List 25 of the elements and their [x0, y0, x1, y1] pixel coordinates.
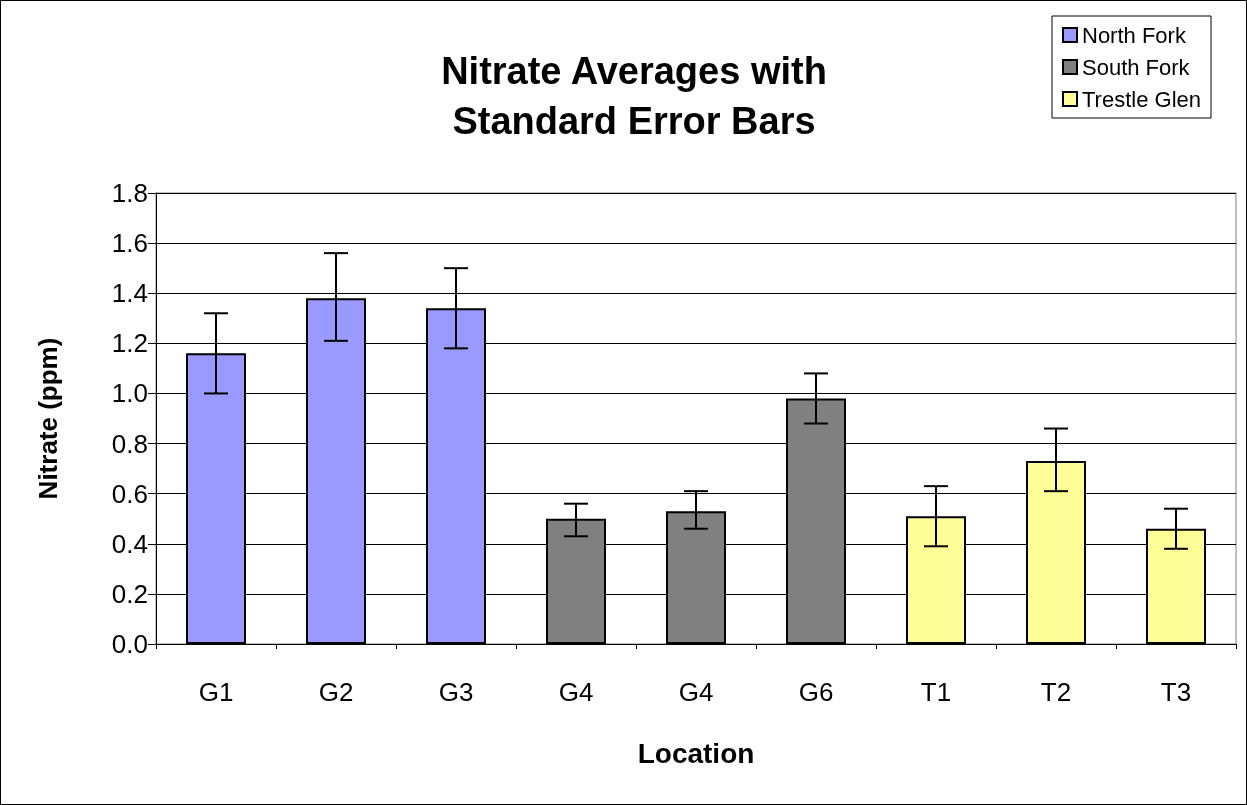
legend-label: Trestle Glen	[1082, 86, 1202, 112]
legend-label: South Fork	[1082, 54, 1191, 80]
chart-title: Nitrate Averages with Standard Error Bars	[441, 50, 827, 142]
y-tick-label: 1.4	[111, 278, 148, 309]
legend-label: North Fork	[1082, 22, 1187, 48]
x-tick-label: G2	[318, 677, 354, 707]
x-tick-label: T1	[920, 677, 952, 707]
y-tick-label: 1.2	[111, 328, 148, 359]
y-tick-label: 1.6	[111, 228, 148, 259]
x-tick-label: T3	[1160, 677, 1192, 707]
x-tick-label: G6	[798, 677, 834, 707]
y-axis-title: Nitrate (ppm)	[33, 337, 63, 500]
y-tick-label: 0.6	[111, 478, 148, 509]
y-tick-label: 1.8	[111, 178, 148, 208]
x-tick-label: G1	[198, 677, 234, 707]
x-tick-label: T2	[1040, 677, 1072, 707]
x-axis-title: Location	[637, 737, 755, 769]
x-tick-label: G4	[558, 677, 594, 707]
x-tick-label: G4	[678, 677, 714, 707]
y-tick-label: 0.4	[111, 528, 148, 559]
y-tick-label: 0.2	[111, 578, 148, 609]
x-tick-label: G3	[438, 677, 474, 707]
y-tick-label: 0.0	[111, 629, 148, 659]
y-tick-label: 1.0	[111, 378, 148, 409]
y-tick-label: 0.8	[111, 428, 148, 459]
